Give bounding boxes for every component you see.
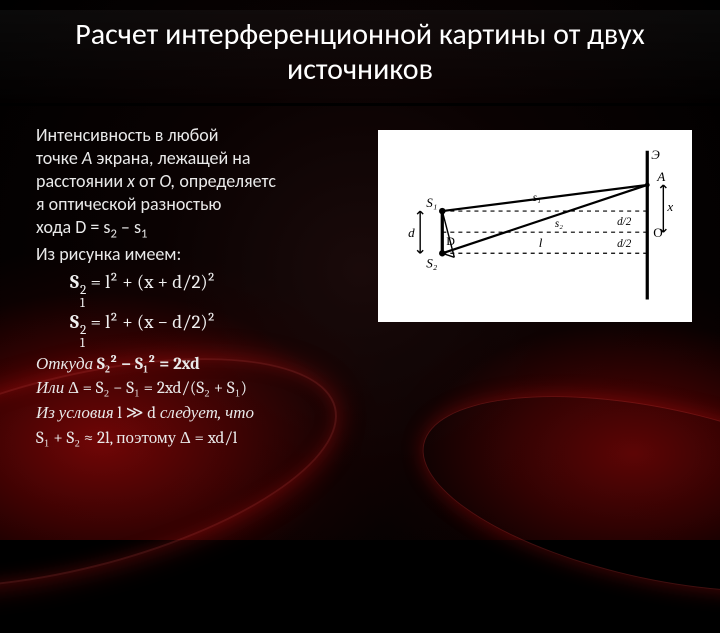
f2: Или Δ = S₂ − S₁ = 2xd/(S₂ + S₁) xyxy=(36,377,366,402)
optics-diagram: Э S₁ S₂ s₁ s₂ A O x d d/2 d/2 l D xyxy=(384,134,685,318)
equations: S21 = l² + (x + d/2)² S21 = l² + (x − d/… xyxy=(70,270,366,350)
slide: Расчет интерференционной картины от двух… xyxy=(0,0,720,540)
lbl-d: d xyxy=(408,225,415,240)
lbl-S1: S₁ xyxy=(426,195,437,210)
p-l4: я оптической разностью xyxy=(36,193,221,215)
lbl-O: O xyxy=(654,225,663,240)
eq2-rhs: = l² + (x − d/2)² xyxy=(86,311,215,333)
intro-paragraph: Интенсивность в любой точке A экрана, ле… xyxy=(36,124,366,239)
diagram-panel: Э S₁ S₂ s₁ s₂ A O x d d/2 d/2 l D xyxy=(378,130,692,322)
f3: Из условия l ≫ d следует, что xyxy=(36,402,366,427)
slide-title: Расчет интерференционной картины от двух… xyxy=(30,18,690,87)
eq1-rhs: = l² + (x + d/2)² xyxy=(86,271,215,293)
eq-2: S21 = l² + (x − d/2)² xyxy=(70,310,366,350)
p-l5d: 1 xyxy=(141,227,147,242)
p-l5c: – s xyxy=(117,216,141,238)
p-l5a: хода D = s xyxy=(36,216,110,238)
subhead: Из рисунка имеем: xyxy=(36,243,366,266)
eq-1: S21 = l² + (x + d/2)² xyxy=(70,270,366,310)
lbl-d2a: d/2 xyxy=(617,216,632,228)
f4: S₁ + S₂ ≈ 2l, поэтому Δ = xd/l xyxy=(36,427,366,452)
p-l1: Интенсивность в любой xyxy=(36,124,218,146)
lbl-D: D xyxy=(447,234,456,248)
p-l2c: экрана, лежащей на xyxy=(92,147,250,169)
p-l3c: от xyxy=(135,170,159,192)
content-row: Интенсивность в любой точке A экрана, ле… xyxy=(36,124,692,451)
lbl-s1: s₁ xyxy=(533,192,541,204)
p-l3d: O, xyxy=(159,170,175,192)
lbl-d2b: d/2 xyxy=(617,238,632,250)
p-l3b: x xyxy=(127,170,135,192)
text-column: Интенсивность в любой точке A экрана, ле… xyxy=(36,124,366,451)
p-l2b: A xyxy=(82,147,92,169)
lbl-S2: S₂ xyxy=(426,255,438,270)
eq1-sym: S xyxy=(70,271,79,293)
lbl-A: A xyxy=(657,169,667,184)
lbl-x: x xyxy=(667,199,674,214)
p-l3a: расстоянии xyxy=(36,170,127,192)
p-l2a: точке xyxy=(36,147,82,169)
eq2-sym: S xyxy=(70,311,79,333)
lbl-s2: s₂ xyxy=(555,218,563,230)
title-bar: Расчет интерференционной картины от двух… xyxy=(0,10,720,106)
lbl-E: Э xyxy=(652,147,661,162)
f1: Откуда S₂² − S₁² = 2xd xyxy=(36,353,366,378)
p-l3e: определяетс xyxy=(175,170,276,192)
derivation: Откуда S₂² − S₁² = 2xd Или Δ = S₂ − S₁ =… xyxy=(36,353,366,452)
lbl-l: l xyxy=(539,235,543,250)
